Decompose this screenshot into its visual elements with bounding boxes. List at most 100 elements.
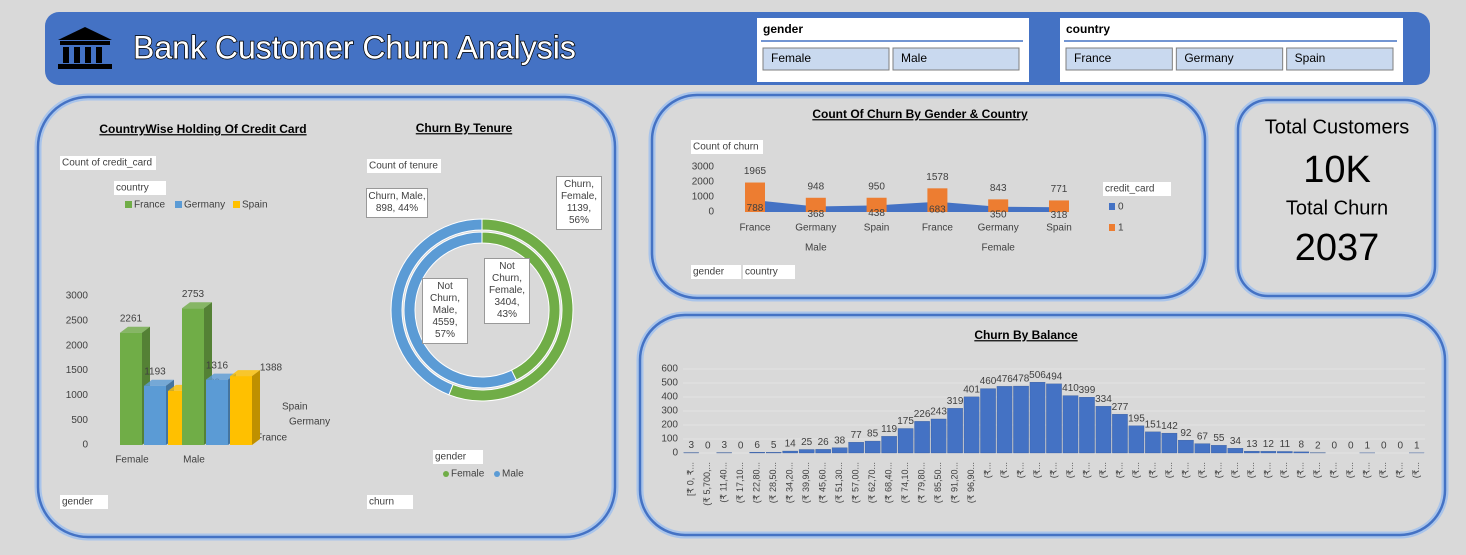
slicer-item[interactable]: Germany: [1184, 51, 1233, 65]
x-tick-label: (₹ 22,80...: [752, 462, 762, 503]
slicer-item[interactable]: Spain: [1295, 51, 1326, 65]
depth-axis-label: France: [256, 433, 288, 444]
data-label: 788: [747, 203, 764, 214]
data-label: 3: [721, 440, 727, 451]
data-label: 1578: [926, 172, 949, 183]
ring-segment: [403, 231, 517, 389]
y-tick-label: 1000: [692, 192, 715, 203]
x-tick-label: (₹ 51,30...: [834, 462, 844, 503]
field-label: gender: [62, 497, 94, 508]
data-label: 85: [867, 429, 879, 440]
x-tick-label: (₹ 28,50...: [768, 462, 778, 503]
chart-title: Churn By Tenure: [416, 121, 513, 135]
bar: [805, 197, 826, 212]
legend-label: Female: [451, 469, 485, 480]
slicer-item[interactable]: Female: [771, 51, 811, 65]
data-label: 8: [1299, 440, 1305, 451]
x-tick-label: (₹ 96,90...: [966, 462, 976, 503]
field-label: gender: [435, 452, 467, 463]
data-label: 1388: [260, 363, 283, 374]
slicer-button[interactable]: [1286, 47, 1394, 71]
data-label: 5: [771, 440, 777, 451]
slicer-item[interactable]: Male: [901, 51, 927, 65]
x-tick-label: France: [922, 223, 954, 234]
data-label: 1965: [744, 166, 767, 177]
slicer-button[interactable]: [892, 47, 1020, 71]
bar: [947, 408, 963, 454]
y-tick-label: 2000: [66, 340, 89, 351]
bar: [866, 197, 887, 212]
legend-label: France: [134, 200, 166, 211]
bar: [144, 385, 166, 445]
x-tick-label: (₹ 62,70...: [867, 462, 877, 503]
bar: [782, 450, 798, 454]
field-box: [367, 159, 441, 173]
x-tick-label: Female: [115, 455, 149, 466]
bar: [1178, 439, 1194, 454]
bar-side: [252, 370, 260, 445]
x-tick-label: (₹...: [1180, 462, 1190, 478]
field-label: credit_card: [1105, 184, 1154, 195]
data-label: 6: [754, 440, 760, 451]
data-label: 0: [1381, 441, 1387, 452]
data-label: 151: [1145, 420, 1162, 431]
bar: [1145, 431, 1161, 454]
slicer-title: country: [1066, 22, 1110, 36]
y-tick-label: 2000: [692, 177, 715, 188]
x-tick-label: (₹...: [1263, 462, 1273, 478]
data-label: 843: [990, 183, 1007, 194]
y-tick-label: 300: [661, 406, 678, 417]
x-tick-label: (₹...: [1098, 462, 1108, 478]
bar: [980, 388, 996, 454]
x-tick-label: (₹...: [1147, 462, 1157, 478]
kpi-value: 10K: [1303, 149, 1371, 191]
data-label: 1: [1365, 441, 1371, 452]
data-label: 26: [818, 437, 830, 448]
slicer-button[interactable]: [1175, 47, 1284, 71]
data-label: 401: [963, 385, 980, 396]
bar: [206, 379, 228, 445]
x-tick-label: Germany: [795, 223, 836, 234]
data-label: 318: [1051, 210, 1068, 221]
slicer-title: gender: [763, 22, 803, 36]
data-label: 34: [1230, 436, 1242, 447]
data-label: 3: [688, 440, 694, 451]
data-label: 2: [1315, 440, 1321, 451]
data-label: 11: [1280, 439, 1291, 450]
bar-top: [182, 302, 212, 309]
x-tick-label: (₹...: [982, 462, 992, 478]
bar: [831, 447, 848, 454]
legend-swatch: [175, 201, 182, 208]
data-label: 399: [1079, 385, 1096, 396]
slicer-item[interactable]: France: [1074, 51, 1112, 65]
legend-swatch: [1109, 224, 1115, 231]
bar: [1194, 443, 1211, 454]
data-label: 55: [1213, 433, 1225, 444]
y-tick-label: 2500: [66, 315, 89, 326]
slicer-button[interactable]: [762, 47, 890, 71]
panels: [34, 91, 1449, 541]
x-tick-label: (₹ 85,50...: [933, 462, 943, 503]
x-tick-label: (₹ 45,60...: [818, 462, 828, 503]
depth-axis-label: Germany: [289, 417, 330, 428]
bar-top: [144, 379, 174, 386]
legend-label: Male: [502, 469, 524, 480]
bar: [1013, 385, 1029, 454]
bar: [1244, 451, 1260, 454]
y-tick-label: 0: [708, 207, 714, 218]
x-tick-label: (₹...: [1213, 462, 1223, 478]
data-label: 67: [1197, 431, 1209, 442]
data-label: 277: [1112, 402, 1129, 413]
group-label: Male: [805, 243, 827, 254]
slicer-button[interactable]: [1065, 47, 1173, 71]
bar-top: [206, 373, 236, 380]
field-box: [114, 181, 166, 195]
x-tick-label: (₹ 57,00...: [851, 462, 861, 503]
data-label: 0: [1397, 441, 1403, 452]
field-label: country: [116, 183, 149, 194]
bar-top: [230, 370, 260, 377]
bar: [1095, 406, 1112, 454]
x-tick-label: (₹ 91,20...: [949, 462, 959, 503]
